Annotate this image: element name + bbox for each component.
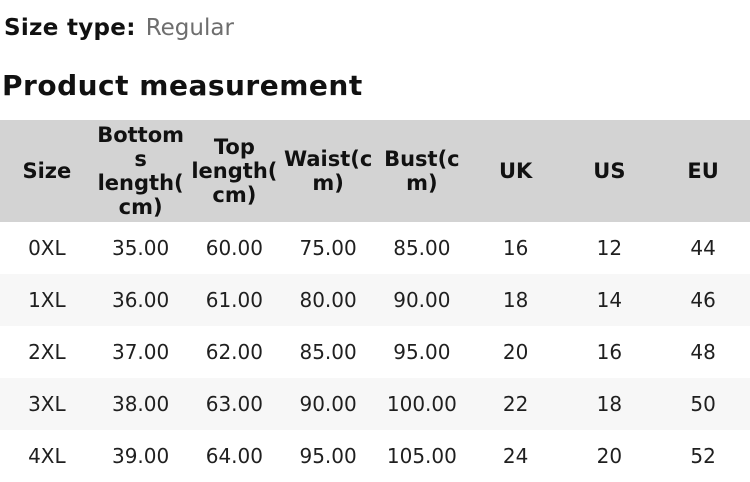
measurement-table: Size Bottoms length(cm) Top length(cm) W…: [0, 120, 750, 482]
cell-bottoms-length: 36.00: [93, 274, 188, 326]
table-row-3xl: 3XL 38.00 63.00 90.00 100.00 22 18 50: [0, 378, 750, 430]
product-measurement-title: Product measurement: [2, 69, 363, 102]
cell-us: 16: [562, 326, 657, 378]
cell-uk: 18: [468, 274, 563, 326]
cell-top-length: 62.00: [187, 326, 282, 378]
table-header-row: Size Bottoms length(cm) Top length(cm) W…: [0, 120, 750, 222]
cell-waist: 80.00: [281, 274, 375, 326]
column-header-bottoms-length: Bottoms length(cm): [93, 120, 188, 222]
cell-bust: 95.00: [375, 326, 469, 378]
column-header-uk: UK: [468, 120, 563, 222]
cell-uk: 24: [468, 430, 563, 482]
cell-bust: 105.00: [375, 430, 469, 482]
cell-eu: 46: [656, 274, 750, 326]
size-type-value: Regular: [145, 15, 234, 41]
cell-top-length: 63.00: [187, 378, 282, 430]
cell-waist: 85.00: [281, 326, 375, 378]
cell-us: 14: [562, 274, 657, 326]
cell-size: 4XL: [0, 430, 94, 482]
size-type-label: Size type:: [4, 15, 136, 41]
cell-eu: 50: [656, 378, 750, 430]
cell-size: 1XL: [0, 274, 94, 326]
column-header-top-length: Top length(cm): [187, 120, 282, 222]
cell-bottoms-length: 35.00: [93, 222, 188, 274]
column-header-eu: EU: [656, 120, 750, 222]
cell-size: 0XL: [0, 222, 94, 274]
table-row-1xl: 1XL 36.00 61.00 80.00 90.00 18 14 46: [0, 274, 750, 326]
cell-waist: 75.00: [281, 222, 375, 274]
cell-top-length: 64.00: [187, 430, 282, 482]
size-type-row: Size type: Regular: [4, 13, 750, 43]
cell-eu: 44: [656, 222, 750, 274]
cell-top-length: 60.00: [187, 222, 282, 274]
column-header-size: Size: [0, 120, 94, 222]
cell-bottoms-length: 37.00: [93, 326, 188, 378]
column-header-waist: Waist(cm): [281, 120, 375, 222]
cell-bottoms-length: 38.00: [93, 378, 188, 430]
cell-bust: 85.00: [375, 222, 469, 274]
cell-waist: 95.00: [281, 430, 375, 482]
cell-bust: 90.00: [375, 274, 469, 326]
cell-eu: 52: [656, 430, 750, 482]
cell-uk: 22: [468, 378, 563, 430]
size-chart-panel: Size type: Regular Product measurement Si…: [0, 13, 750, 482]
cell-uk: 16: [468, 222, 563, 274]
table-row-0xl: 0XL 35.00 60.00 75.00 85.00 16 12 44: [0, 222, 750, 274]
cell-waist: 90.00: [281, 378, 375, 430]
cell-top-length: 61.00: [187, 274, 282, 326]
table-row-4xl: 4XL 39.00 64.00 95.00 105.00 24 20 52: [0, 430, 750, 482]
cell-uk: 20: [468, 326, 563, 378]
cell-eu: 48: [656, 326, 750, 378]
cell-us: 18: [562, 378, 657, 430]
table-row-2xl: 2XL 37.00 62.00 85.00 95.00 20 16 48: [0, 326, 750, 378]
cell-bottoms-length: 39.00: [93, 430, 188, 482]
cell-bust: 100.00: [375, 378, 469, 430]
cell-us: 20: [562, 430, 657, 482]
column-header-bust: Bust(cm): [375, 120, 469, 222]
cell-size: 3XL: [0, 378, 94, 430]
cell-us: 12: [562, 222, 657, 274]
cell-size: 2XL: [0, 326, 94, 378]
column-header-us: US: [562, 120, 657, 222]
